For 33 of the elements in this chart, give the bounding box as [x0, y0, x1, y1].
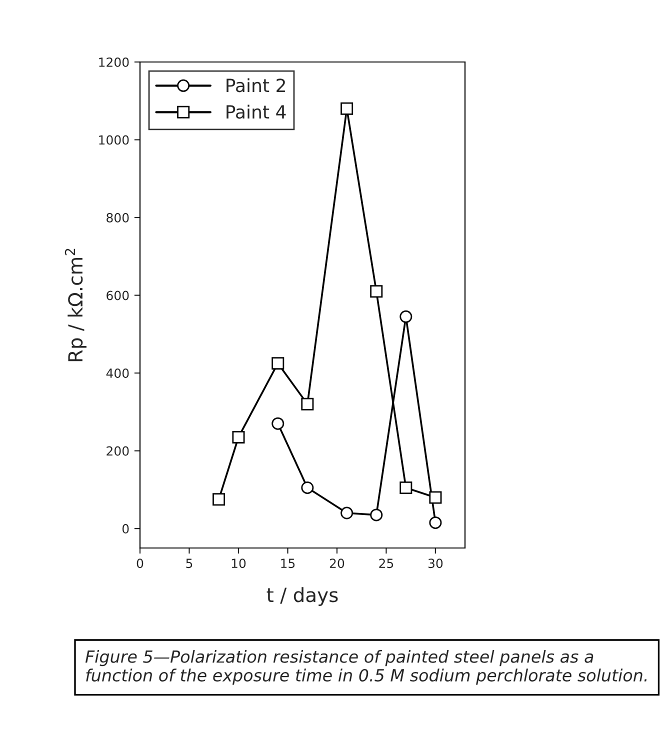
point: [272, 417, 284, 430]
x-tick-label: 10: [232, 558, 246, 568]
point: [301, 398, 314, 410]
point: [370, 508, 383, 522]
y-tick-label: 1200: [99, 57, 129, 67]
y-tick-label: 400: [106, 368, 129, 378]
point: [400, 481, 412, 494]
point: [429, 516, 442, 529]
point: [400, 310, 412, 323]
x-tick-label: 25: [379, 558, 394, 568]
caption: Figure 5—Polarization resistance of painted steel panels as a function of the exposure time in 0.5 M sodium perchlorate solution.: [85, 650, 647, 685]
point: [340, 506, 354, 520]
point: [272, 357, 284, 370]
y-tick-label: 600: [106, 290, 129, 300]
point: [429, 491, 442, 504]
y-axis-title: Rp / kΩ.cm$^{2}$: [64, 248, 86, 362]
legend-label: Paint 4: [226, 104, 286, 119]
point: [370, 285, 383, 298]
x-tick-label: 20: [330, 558, 344, 568]
legend-label: Paint 2: [226, 78, 285, 92]
y-tick-label: 800: [106, 212, 129, 222]
x-axis-title: t / days: [266, 587, 338, 606]
x-tick-label: 0: [136, 558, 144, 568]
x-tick-label: 5: [186, 558, 192, 568]
point: [232, 430, 245, 444]
x-tick-label: 30: [428, 558, 443, 568]
y-tick-label: 0: [122, 524, 129, 534]
point: [212, 493, 226, 506]
x-tick-label: 15: [281, 558, 295, 568]
y-tick-label: 1000: [99, 135, 129, 145]
y-tick-label: 200: [106, 446, 129, 456]
point: [340, 102, 354, 115]
point: [301, 481, 314, 494]
